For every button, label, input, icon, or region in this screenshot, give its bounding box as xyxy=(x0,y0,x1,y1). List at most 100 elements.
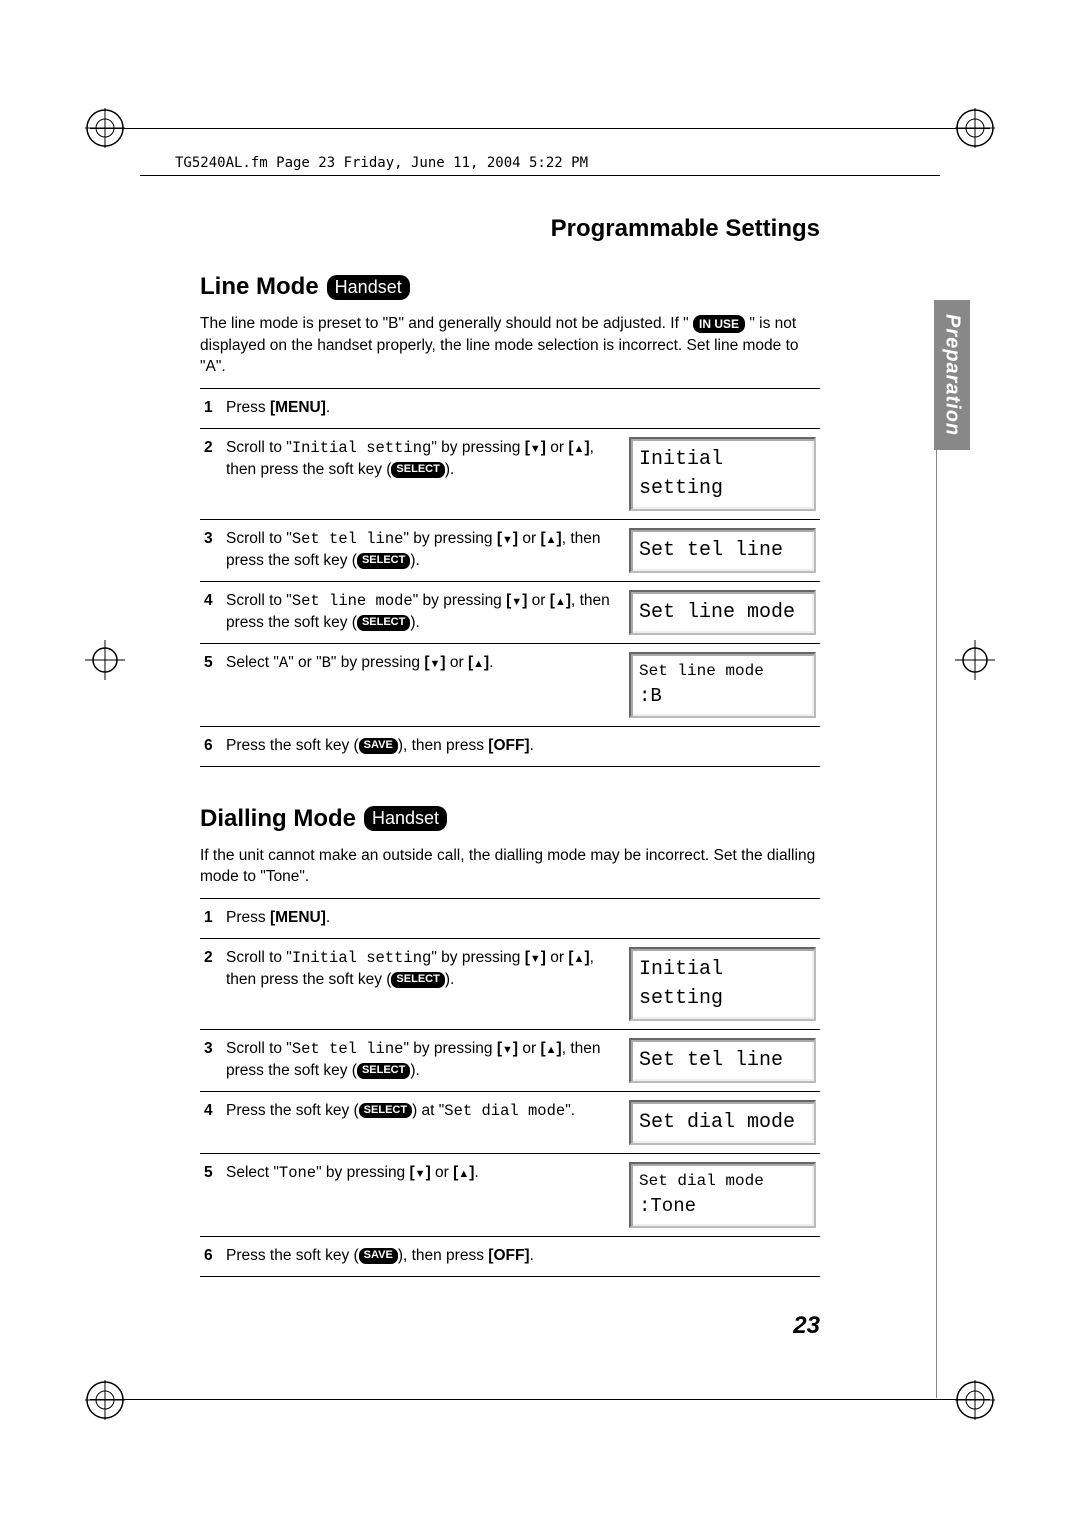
step-text: . xyxy=(326,909,330,926)
step-text: Scroll to " xyxy=(226,1040,292,1057)
step-body: Select "Tone" by pressing [] or []. xyxy=(222,1153,625,1237)
mono-text: Set tel line xyxy=(292,530,404,548)
display-box: Set line mode xyxy=(629,590,816,635)
crop-frame xyxy=(140,175,940,176)
down-arrow-icon xyxy=(502,1040,513,1057)
step-text: . xyxy=(474,1164,478,1181)
display-box: Set dial mode xyxy=(629,1100,816,1145)
save-badge: SAVE xyxy=(359,1248,398,1264)
step-text: " by pressing xyxy=(316,1164,409,1181)
step-text: ". xyxy=(565,1102,575,1119)
step-text: ). xyxy=(410,1062,419,1079)
doc-header: TG5240AL.fm Page 23 Friday, June 11, 200… xyxy=(175,155,588,171)
down-arrow-icon xyxy=(502,530,513,547)
up-arrow-icon xyxy=(574,439,585,456)
step-text: Press the soft key ( xyxy=(226,1102,359,1119)
step-text: . xyxy=(530,737,534,754)
step-text: ), then press xyxy=(398,1247,488,1264)
up-arrow-icon xyxy=(574,949,585,966)
step-number: 1 xyxy=(200,389,222,428)
table-row: 4 Press the soft key (SELECT) at "Set di… xyxy=(200,1091,820,1153)
up-arrow-icon xyxy=(555,592,566,609)
step-body: Scroll to "Initial setting" by pressing … xyxy=(222,428,625,519)
section1-intro: The line mode is preset to "B" and gener… xyxy=(200,313,820,378)
step-body: Scroll to "Set line mode" by pressing []… xyxy=(222,581,625,643)
off-key: [OFF] xyxy=(488,1247,529,1264)
step-text: ), then press xyxy=(398,737,488,754)
step-number: 5 xyxy=(200,643,222,727)
table-row: 1 Press [MENU]. xyxy=(200,899,820,938)
step-number: 2 xyxy=(200,938,222,1029)
display-box: Set dial mode :Tone xyxy=(629,1162,816,1229)
off-key: [OFF] xyxy=(488,737,529,754)
mono-text: Set dial mode xyxy=(444,1102,565,1120)
step-text: " by pressing xyxy=(413,592,506,609)
page-content: Programmable Settings Line Mode Handset … xyxy=(200,215,820,1340)
step-body: Press the soft key (SELECT) at "Set dial… xyxy=(222,1091,625,1153)
menu-key: [MENU] xyxy=(270,399,326,416)
table-row: 1 Press [MENU]. xyxy=(200,389,820,428)
step-number: 6 xyxy=(200,727,222,766)
step-text: " by pressing xyxy=(431,949,524,966)
section2-title: Dialling Mode Handset xyxy=(200,805,820,833)
up-arrow-icon xyxy=(546,530,557,547)
down-arrow-icon xyxy=(530,439,541,456)
down-arrow-icon xyxy=(429,654,440,671)
mono-text: A xyxy=(279,654,288,672)
table-row: 5 Select "A" or "B" by pressing [] or []… xyxy=(200,643,820,727)
table-row: 4 Scroll to "Set line mode" by pressing … xyxy=(200,581,820,643)
reg-mark-ml xyxy=(85,640,125,680)
step-body: Scroll to "Set tel line" by pressing [] … xyxy=(222,1029,625,1091)
down-arrow-icon xyxy=(511,592,522,609)
step-text: Select " xyxy=(226,1164,279,1181)
side-tab: Preparation xyxy=(934,300,970,450)
step-body: Press the soft key (SAVE), then press [O… xyxy=(222,727,820,766)
side-tab-line xyxy=(936,450,968,1398)
step-number: 1 xyxy=(200,899,222,938)
step-body: Scroll to "Set tel line" by pressing [] … xyxy=(222,519,625,581)
section1-title: Line Mode Handset xyxy=(200,273,820,301)
save-badge: SAVE xyxy=(359,738,398,754)
select-badge: SELECT xyxy=(359,1103,412,1119)
step-text: " by pressing xyxy=(403,530,496,547)
table-row: 3 Scroll to "Set tel line" by pressing [… xyxy=(200,1029,820,1091)
menu-key: [MENU] xyxy=(270,909,326,926)
step-number: 3 xyxy=(200,1029,222,1091)
display-line2: :B xyxy=(639,683,806,711)
section2-steps: 1 Press [MENU]. 2 Scroll to "Initial set… xyxy=(200,898,820,1277)
mono-text: B xyxy=(322,654,331,672)
display-line1: Set line mode xyxy=(639,660,806,683)
step-text: " or " xyxy=(288,654,321,671)
reg-mark-bl xyxy=(85,1380,125,1420)
mono-text: Initial setting xyxy=(292,949,432,967)
step-text: . xyxy=(489,654,493,671)
step-body: Select "A" or "B" by pressing [] or []. xyxy=(222,643,625,727)
mono-text: Initial setting xyxy=(292,439,432,457)
mono-text: Tone xyxy=(279,1164,316,1182)
step-text: ) at " xyxy=(412,1102,444,1119)
display-line2: :Tone xyxy=(639,1193,806,1221)
mono-text: Set tel line xyxy=(292,1040,404,1058)
select-badge: SELECT xyxy=(357,1063,410,1079)
mono-text: Set line mode xyxy=(292,592,413,610)
step-text: Press xyxy=(226,399,270,416)
step-text: Press the soft key ( xyxy=(226,1247,359,1264)
table-row: 2 Scroll to "Initial setting" by pressin… xyxy=(200,428,820,519)
table-row: 3 Scroll to "Set tel line" by pressing [… xyxy=(200,519,820,581)
crop-line-bottom xyxy=(90,1399,990,1400)
table-row: 2 Scroll to "Initial setting" by pressin… xyxy=(200,938,820,1029)
step-text: Press the soft key ( xyxy=(226,737,359,754)
step-text: . xyxy=(530,1247,534,1264)
step-body: Scroll to "Initial setting" by pressing … xyxy=(222,938,625,1029)
step-text: " by pressing xyxy=(431,439,524,456)
select-badge: SELECT xyxy=(391,462,444,478)
section2-title-text: Dialling Mode xyxy=(200,805,356,833)
down-arrow-icon xyxy=(530,949,541,966)
step-number: 6 xyxy=(200,1237,222,1276)
step-text: Scroll to " xyxy=(226,949,292,966)
display-line1: Set dial mode xyxy=(639,1170,806,1193)
in-use-badge: IN USE xyxy=(693,315,745,334)
step-text: Select " xyxy=(226,654,279,671)
step-number: 2 xyxy=(200,428,222,519)
step-text: " by pressing xyxy=(403,1040,496,1057)
